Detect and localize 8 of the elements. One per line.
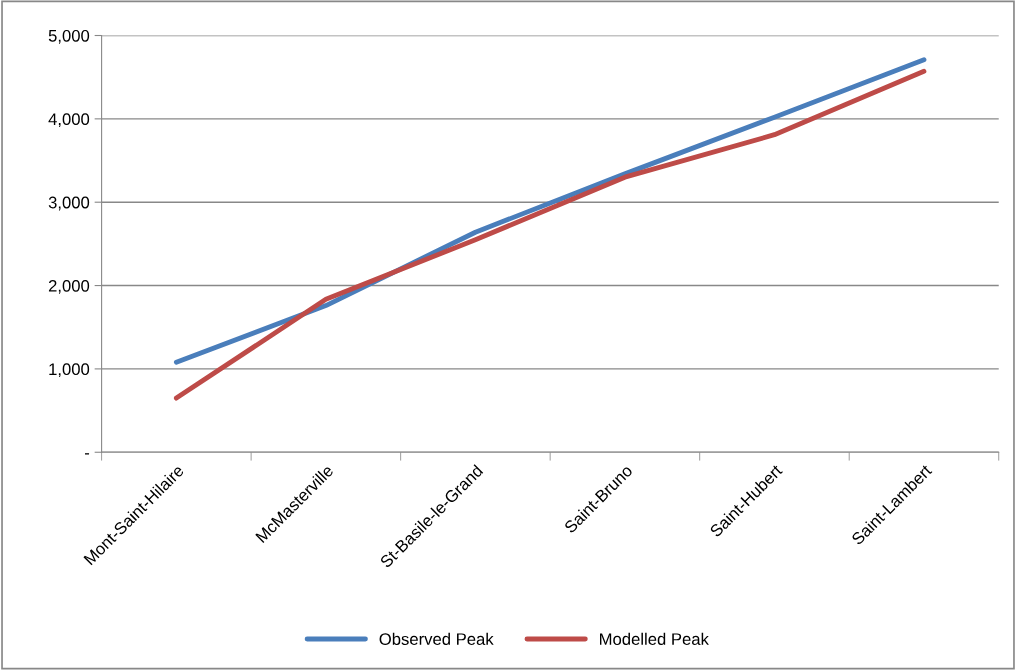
y-tick-label: 5,000 [48, 29, 90, 44]
legend-label: Modelled Peak [600, 632, 709, 646]
y-tick-label: 2,000 [48, 279, 90, 294]
legend-label: Observed Peak [379, 632, 494, 646]
y-tick-label: 4,000 [48, 113, 90, 128]
y-tick-label: 3,000 [48, 196, 90, 211]
y-tick-label: 1,000 [49, 363, 90, 378]
y-tick-label: - [84, 453, 90, 455]
